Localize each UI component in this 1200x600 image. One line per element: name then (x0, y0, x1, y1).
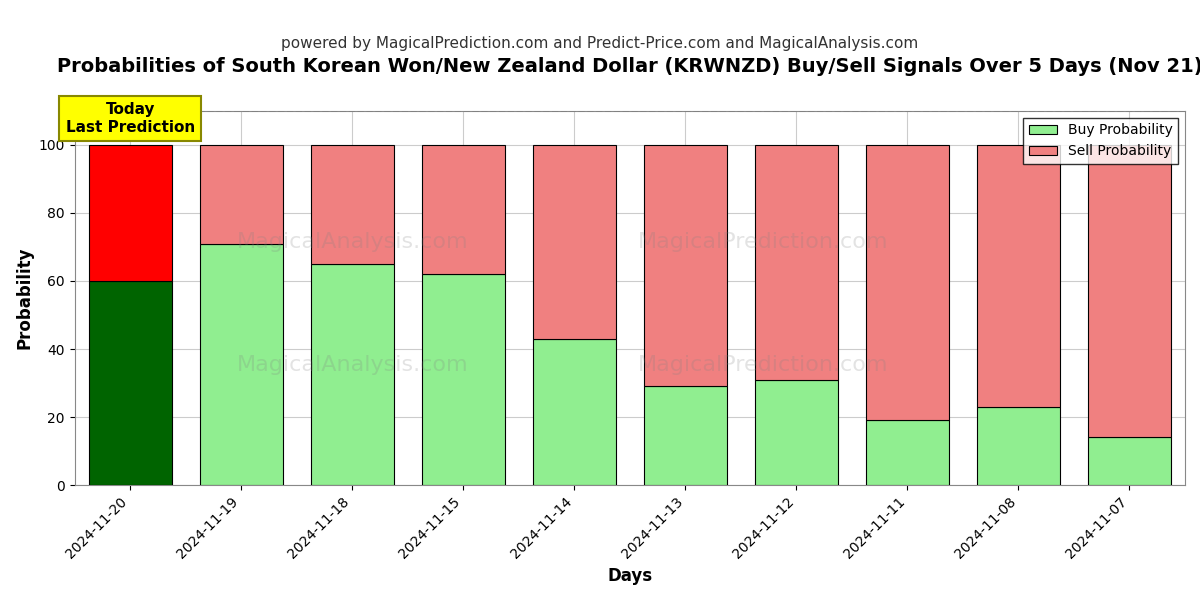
Bar (421, 145, 505, 274)
Bar (199, 244, 283, 485)
Bar (865, 421, 949, 485)
Title: Probabilities of South Korean Won/New Zealand Dollar (KRWNZD) Buy/Sell Signals O: Probabilities of South Korean Won/New Ze… (58, 57, 1200, 76)
Bar (311, 264, 394, 485)
Bar (199, 145, 283, 244)
Text: MagicalAnalysis.com: MagicalAnalysis.com (236, 355, 468, 376)
Bar (421, 274, 505, 485)
Bar (865, 145, 949, 421)
Bar (311, 145, 394, 264)
Text: powered by MagicalPrediction.com and Predict-Price.com and MagicalAnalysis.com: powered by MagicalPrediction.com and Pre… (281, 36, 919, 51)
Bar (533, 339, 616, 485)
Bar (977, 407, 1060, 485)
Text: Today
Last Prediction: Today Last Prediction (66, 103, 194, 135)
Bar (977, 145, 1060, 407)
Text: MagicalPrediction.com: MagicalPrediction.com (638, 232, 888, 252)
Text: MagicalPrediction.com: MagicalPrediction.com (638, 355, 888, 376)
Bar (643, 386, 727, 485)
Text: MagicalAnalysis.com: MagicalAnalysis.com (236, 232, 468, 252)
Bar (755, 145, 838, 380)
Bar (533, 145, 616, 339)
Bar (89, 281, 172, 485)
Bar (1088, 145, 1171, 437)
Legend: Buy Probability, Sell Probability: Buy Probability, Sell Probability (1024, 118, 1178, 164)
Bar (89, 145, 172, 281)
X-axis label: Days: Days (607, 567, 653, 585)
Bar (755, 380, 838, 485)
Bar (1088, 437, 1171, 485)
Y-axis label: Probability: Probability (16, 247, 34, 349)
Bar (643, 145, 727, 386)
